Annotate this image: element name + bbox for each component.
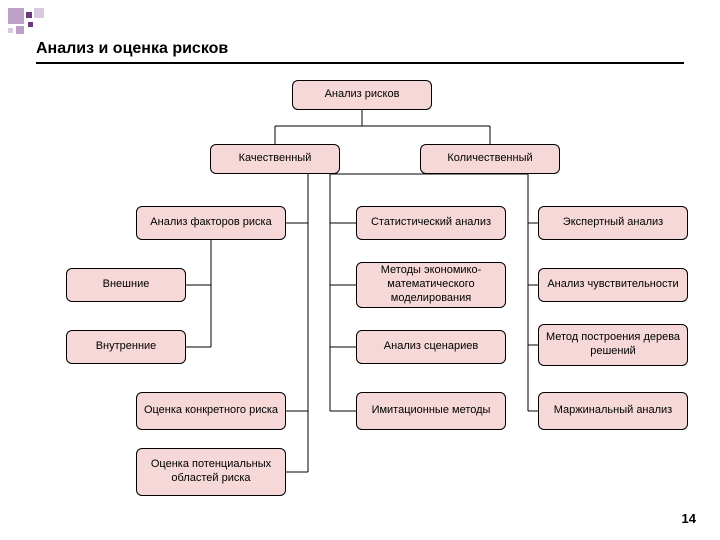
node-internal: Внутренние [66, 330, 186, 364]
node-scenarios: Анализ сценариев [356, 330, 506, 364]
page-number: 14 [682, 511, 696, 526]
node-econ-math: Методы экономико-математического моделир… [356, 262, 506, 308]
node-potential-areas: Оценка потенциальных областей риска [136, 448, 286, 496]
node-external: Внешние [66, 268, 186, 302]
corner-decoration [8, 8, 68, 38]
node-specific-risk: Оценка конкретного риска [136, 392, 286, 430]
node-sensitivity: Анализ чувствительности [538, 268, 688, 302]
node-factors: Анализ факторов риска [136, 206, 286, 240]
node-statistical: Статистический анализ [356, 206, 506, 240]
node-qualitative: Качественный [210, 144, 340, 174]
node-marginal: Маржинальный анализ [538, 392, 688, 430]
page-title: Анализ и оценка рисков [36, 40, 228, 58]
title-underline [36, 62, 684, 64]
node-imitation: Имитационные методы [356, 392, 506, 430]
node-decision-tree: Метод построения дерева решений [538, 324, 688, 366]
node-root: Анализ рисков [292, 80, 432, 110]
node-expert: Экспертный анализ [538, 206, 688, 240]
node-quantitative: Количественный [420, 144, 560, 174]
